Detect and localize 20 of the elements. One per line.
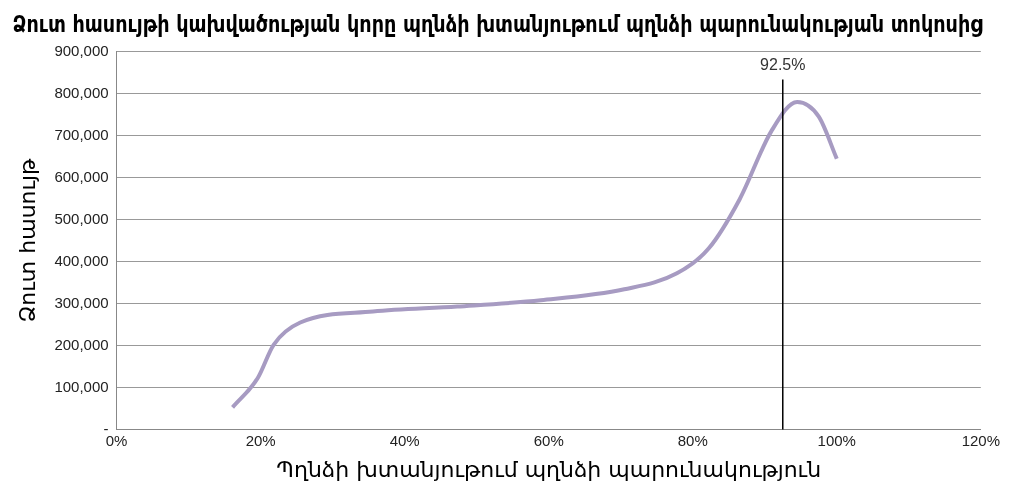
x-tick-label: 20% bbox=[245, 431, 276, 449]
line-series bbox=[230, 100, 839, 410]
y-tick-label: 200,000 bbox=[54, 335, 109, 353]
x-tick-label: 100% bbox=[817, 431, 856, 449]
y-tick-label: 100,000 bbox=[54, 377, 109, 395]
y-tick-label: 500,000 bbox=[54, 209, 109, 227]
y-tick-label: 600,000 bbox=[54, 167, 109, 185]
x-tick-label: 80% bbox=[677, 431, 708, 449]
y-tick-label: 400,000 bbox=[54, 251, 109, 269]
x-tick-label: 40% bbox=[389, 431, 420, 449]
x-axis-title: Պղնձի խտանյութում պղնձի պարունակություն bbox=[276, 456, 822, 482]
chart-title: Ձուտ հասույթի կախվածության կորը պղնձի խտանյութում պղնձի պարունակության տոկոսից bbox=[12, 10, 983, 38]
y-axis-title: Ձուտ հասույթ bbox=[14, 157, 40, 323]
x-tick-label: 60% bbox=[533, 431, 564, 449]
y-tick-label: 800,000 bbox=[54, 83, 109, 101]
y-tick-label: 300,000 bbox=[54, 293, 109, 311]
y-tick-label: 900,000 bbox=[54, 41, 109, 59]
x-tick-label: 120% bbox=[961, 431, 1001, 449]
y-tick-label: 700,000 bbox=[54, 125, 109, 143]
ref-line-label: 92.5% bbox=[760, 56, 806, 74]
